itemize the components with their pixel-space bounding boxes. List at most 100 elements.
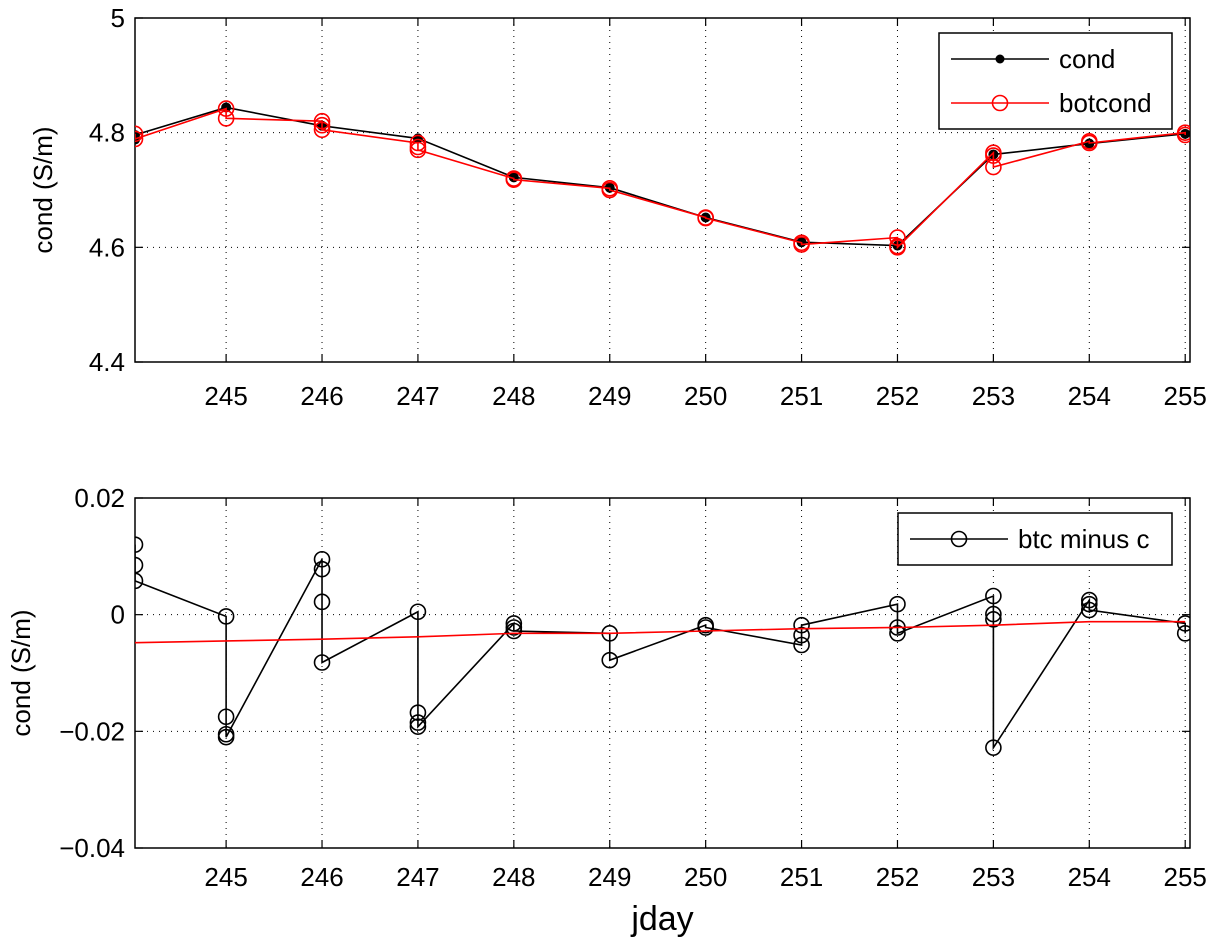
data-point-btc-minus-c — [793, 626, 810, 644]
chart-panel-1: 245 246 247 248 249 250 251 252 253 254 255 4.4 4.6 4… — [28, 3, 1207, 411]
plot-area-frame — [134, 17, 1191, 363]
data-point-botcond — [409, 134, 427, 152]
legend-box — [938, 32, 1173, 130]
x-tick-label: 251 — [780, 381, 823, 411]
x-tick-label: 253 — [972, 862, 1015, 892]
y-tick-label: 4.4 — [89, 347, 125, 377]
data-point-btc-minus-c — [985, 587, 1002, 605]
x-tick-label: 249 — [588, 381, 631, 411]
data-point-botcond — [313, 121, 331, 139]
data-point-botcond — [985, 158, 1002, 176]
data-point-botcond — [985, 147, 1002, 164]
data-point-btc-minus-c — [1080, 601, 1098, 619]
series-line-botcond — [135, 107, 1186, 250]
x-tick-label: 255 — [1164, 381, 1207, 411]
data-point-btc-minus-c — [409, 718, 427, 735]
legend-marker-btc-minus-c — [950, 530, 968, 548]
y-tick-label: 0.02 — [74, 483, 125, 513]
x-tick-label: 246 — [300, 862, 343, 892]
data-layer — [135, 536, 1190, 756]
x-tick-label: 252 — [876, 862, 919, 892]
data-point-btc-minus-c — [601, 651, 619, 669]
legend: btc minus c — [897, 512, 1173, 566]
data-point-btc-minus-c — [217, 608, 235, 625]
x-tick-label: 252 — [876, 381, 919, 411]
data-point-btc-minus-c — [409, 603, 427, 621]
data-layer — [135, 100, 1190, 256]
data-point-botcond — [793, 236, 810, 253]
data-point-btc-minus-c — [217, 708, 235, 726]
data-point-btc-minus-c — [1176, 615, 1190, 632]
x-tick-label: 253 — [972, 381, 1015, 411]
data-point-botcond — [217, 100, 235, 117]
legend-label-botcond: botcond — [1059, 88, 1152, 118]
data-point-btc-minus-c — [135, 572, 144, 590]
data-point-btc-minus-c — [135, 536, 144, 553]
y-axis-label: cond (S/m) — [6, 609, 36, 736]
data-point-btc-minus-c — [313, 593, 331, 611]
x-tick-label: 254 — [1068, 381, 1111, 411]
data-point-btc-minus-c — [217, 728, 235, 746]
data-point-btc-minus-c — [409, 714, 427, 731]
chart-panels: 245 246 247 248 249 250 251 252 253 254 255 4.4 4.6 4… — [6, 3, 1207, 938]
data-point-botcond — [889, 239, 906, 256]
plot-area-frame — [134, 497, 1191, 849]
data-point-btc-minus-c — [505, 622, 523, 640]
data-point-btc-minus-c — [793, 636, 810, 654]
y-tick-label: −0.04 — [59, 833, 125, 863]
data-point-btc-minus-c — [889, 595, 906, 613]
y-tick-label: −0.02 — [59, 716, 125, 746]
data-point-btc-minus-c — [985, 739, 1002, 756]
x-tick-label: 254 — [1068, 862, 1111, 892]
legend-label-btc-minus-c: btc minus c — [1018, 524, 1150, 554]
x-tick-label: 245 — [204, 862, 247, 892]
x-tick-label: 251 — [780, 862, 823, 892]
data-point-btc-minus-c — [985, 605, 1002, 623]
data-point-botcond — [313, 112, 331, 130]
data-point-botcond — [697, 209, 714, 227]
data-point-botcond — [889, 229, 906, 246]
data-point-btc-minus-c — [1080, 595, 1098, 613]
legend-marker-cond — [995, 54, 1005, 64]
x-tick-label: 248 — [492, 381, 535, 411]
data-point-btc-minus-c — [1176, 625, 1190, 642]
x-tick-label: 245 — [204, 381, 247, 411]
y-tick-label: 4.8 — [89, 118, 125, 148]
data-point-botcond — [409, 141, 427, 159]
data-point-botcond — [135, 125, 144, 143]
x-tick-label: 248 — [492, 862, 535, 892]
y-axis-label: cond (S/m) — [28, 126, 58, 253]
x-tick-label: 255 — [1164, 862, 1207, 892]
data-point-botcond — [505, 171, 523, 188]
x-tick-label: 250 — [684, 862, 727, 892]
data-point-botcond — [1176, 126, 1190, 144]
data-point-btc-minus-c — [697, 619, 714, 636]
data-point-botcond — [135, 130, 144, 148]
legend-marker-botcond — [991, 94, 1009, 112]
legend-label-cond: cond — [1059, 44, 1115, 74]
legend: cond botcond — [938, 32, 1173, 130]
data-point-botcond — [1080, 134, 1098, 152]
y-tick-label: 5 — [111, 3, 125, 33]
data-point-btc-minus-c — [409, 704, 427, 721]
data-point-btc-minus-c — [313, 550, 331, 568]
data-point-btc-minus-c — [313, 560, 331, 578]
data-point-btc-minus-c — [313, 654, 331, 671]
legend-box — [897, 512, 1173, 566]
data-point-botcond — [217, 110, 235, 127]
x-axis-label: jday — [630, 900, 693, 938]
data-point-btc-minus-c — [793, 616, 810, 634]
chart-panel-2: 245 246 247 248 249 250 251 252 253 254 255 −0.04 −0… — [6, 483, 1207, 938]
data-point-botcond — [601, 181, 619, 199]
data-point-botcond — [313, 116, 331, 134]
data-point-btc-minus-c — [135, 556, 144, 574]
x-tick-label: 246 — [300, 381, 343, 411]
x-tick-label: 247 — [396, 862, 439, 892]
data-point-btc-minus-c — [1080, 591, 1098, 609]
x-tick-label: 250 — [684, 381, 727, 411]
y-tick-label: 4.6 — [89, 232, 125, 262]
data-point-btc-minus-c — [889, 625, 906, 642]
series-line-trend — [135, 620, 1186, 644]
data-point-btc-minus-c — [505, 615, 523, 632]
